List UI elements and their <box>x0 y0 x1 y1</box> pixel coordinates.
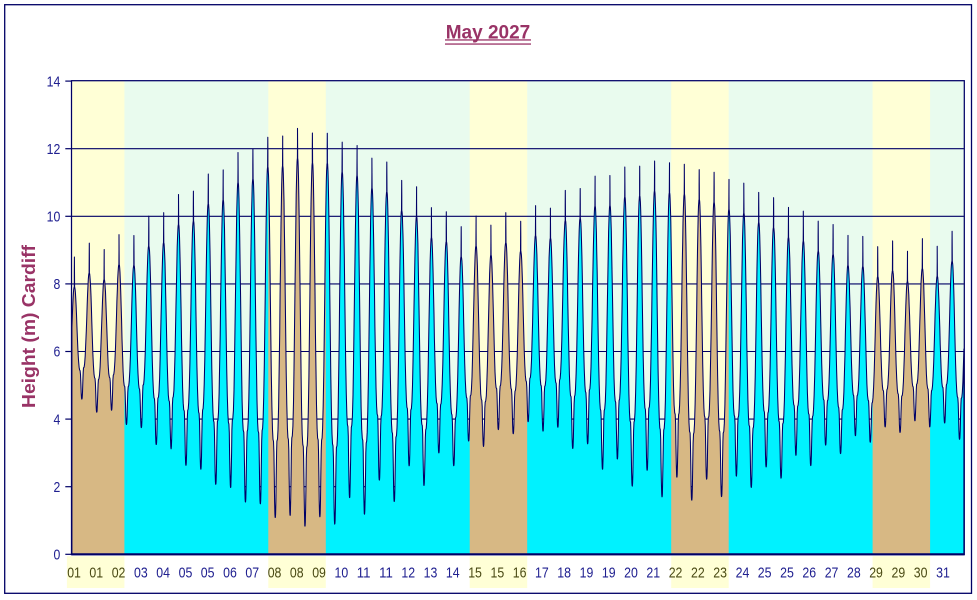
svg-text:15: 15 <box>468 565 482 582</box>
svg-text:05: 05 <box>201 565 215 582</box>
svg-text:09: 09 <box>312 565 326 582</box>
svg-text:30: 30 <box>914 565 928 582</box>
svg-text:12: 12 <box>401 565 415 582</box>
svg-text:19: 19 <box>602 565 616 582</box>
svg-text:31: 31 <box>936 565 950 582</box>
svg-text:27: 27 <box>825 565 839 582</box>
svg-text:20: 20 <box>624 565 638 582</box>
svg-text:12: 12 <box>47 141 61 158</box>
svg-text:2: 2 <box>54 479 61 496</box>
svg-text:0: 0 <box>54 547 61 564</box>
svg-text:May 2027: May 2027 <box>446 23 531 44</box>
svg-text:10: 10 <box>335 565 349 582</box>
svg-text:07: 07 <box>245 565 259 582</box>
svg-text:08: 08 <box>268 565 282 582</box>
svg-text:28: 28 <box>847 565 861 582</box>
svg-text:15: 15 <box>491 565 505 582</box>
svg-text:04: 04 <box>156 565 170 582</box>
svg-text:Height (m) Cardiff: Height (m) Cardiff <box>19 244 39 408</box>
svg-text:03: 03 <box>134 565 148 582</box>
svg-text:16: 16 <box>513 565 527 582</box>
svg-text:02: 02 <box>112 565 126 582</box>
svg-text:25: 25 <box>758 565 772 582</box>
svg-text:29: 29 <box>892 565 906 582</box>
svg-text:22: 22 <box>691 565 705 582</box>
svg-text:08: 08 <box>290 565 304 582</box>
svg-text:8: 8 <box>54 276 61 293</box>
svg-text:05: 05 <box>179 565 193 582</box>
svg-text:13: 13 <box>424 565 438 582</box>
svg-text:19: 19 <box>580 565 594 582</box>
svg-text:06: 06 <box>223 565 237 582</box>
svg-text:24: 24 <box>736 565 750 582</box>
svg-text:01: 01 <box>89 565 103 582</box>
svg-text:11: 11 <box>357 565 371 582</box>
svg-text:21: 21 <box>646 565 660 582</box>
svg-text:11: 11 <box>379 565 393 582</box>
svg-text:17: 17 <box>535 565 549 582</box>
svg-text:23: 23 <box>713 565 727 582</box>
svg-text:14: 14 <box>47 73 61 90</box>
svg-text:10: 10 <box>47 209 61 226</box>
svg-text:4: 4 <box>54 411 61 428</box>
svg-text:26: 26 <box>802 565 816 582</box>
svg-text:25: 25 <box>780 565 794 582</box>
svg-text:29: 29 <box>869 565 883 582</box>
svg-text:6: 6 <box>54 344 61 361</box>
svg-text:22: 22 <box>669 565 683 582</box>
svg-text:01: 01 <box>67 565 81 582</box>
svg-text:14: 14 <box>446 565 460 582</box>
svg-text:18: 18 <box>557 565 571 582</box>
